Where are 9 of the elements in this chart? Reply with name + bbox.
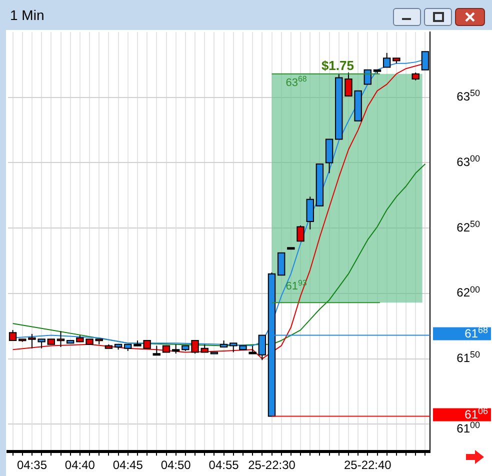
x-tick-label: 04:45: [112, 458, 144, 472]
chart-title: 1 Min: [9, 6, 46, 25]
x-tick-label: 04:35: [16, 458, 48, 472]
x-tick-label: 04:50: [160, 458, 192, 472]
x-tick-label: 04:55: [208, 458, 240, 472]
x-tick-label: 25-22:40: [344, 458, 392, 472]
x-tick-label: 25-22:30: [248, 458, 296, 472]
x-tick-label: 04:40: [64, 458, 96, 472]
band-label: $1.75: [321, 58, 354, 73]
